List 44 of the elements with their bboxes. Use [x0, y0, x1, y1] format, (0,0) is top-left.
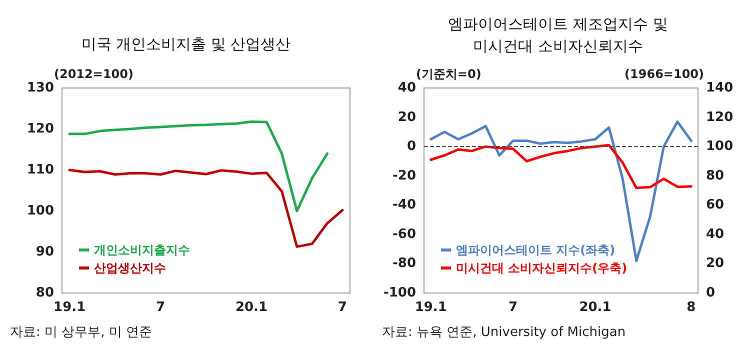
chart-title: 미국 개인소비지출 및 산업생산 [81, 35, 291, 53]
y-tick-label: 20 [398, 110, 416, 125]
y-tick-label: 90 [36, 244, 54, 260]
line-series [430, 144, 692, 190]
text: (1966=100) [624, 67, 704, 81]
text: 자료: 미 상무부, 미 연준 [10, 325, 152, 340]
line-series [430, 120, 692, 262]
y2-tick-label: 80 [706, 168, 724, 184]
legend-label: 산업생산지수 [94, 261, 166, 275]
y2-tick-label: 60 [706, 198, 724, 213]
y2-tick-label: 0 [706, 286, 716, 300]
legend-label: 엠파이어스테이트 지수(좌축) [456, 243, 616, 257]
x-tick-label: 19.1 [54, 300, 86, 315]
y-tick-label: 40 [398, 80, 416, 96]
y-tick-label: 100 [26, 204, 54, 218]
text: 자료: 뉴욕 연준, University of Michigan [382, 325, 626, 340]
y2-tick-label: 120 [706, 110, 734, 125]
x-tick-label: 19.1 [414, 300, 447, 315]
chart-title: 엠파이어스테이트 제조업지수 및 미시건대 소비자신뢰지수 [448, 15, 668, 55]
y-tick-label: 0 [406, 139, 416, 154]
y2-tick-label: 20 [706, 256, 724, 272]
y2-tick-label: 140 [706, 80, 734, 96]
line-series [68, 120, 329, 212]
x-tick-label: 8 [686, 300, 696, 315]
y-tick-label: -60 [392, 226, 416, 242]
text: (기준치=0) [416, 67, 482, 81]
y-tick-label: -40 [392, 198, 416, 213]
x-tick-label: 20.1 [235, 300, 268, 315]
y2-tick-label: 40 [706, 226, 724, 242]
text: (2012=100) [54, 67, 134, 81]
x-tick-label: 7 [156, 300, 166, 315]
legend-label: 개인소비지출지수 [94, 243, 190, 257]
x-tick-label: 20.1 [579, 300, 612, 315]
y-tick-label: 120 [26, 122, 54, 136]
y-tick-label: 130 [26, 80, 54, 96]
y2-tick-label: 100 [706, 139, 734, 154]
y-tick-label: 80 [36, 286, 54, 300]
y-tick-label: -100 [383, 286, 416, 300]
legend-label: 미시건대 소비자신뢰지수(우축) [456, 261, 628, 275]
x-tick-label: 7 [508, 300, 518, 315]
y-tick-label: -80 [392, 256, 416, 272]
y-tick-label: -20 [392, 168, 416, 184]
x-tick-label: 7 [338, 300, 347, 315]
y-tick-label: 110 [26, 162, 54, 178]
